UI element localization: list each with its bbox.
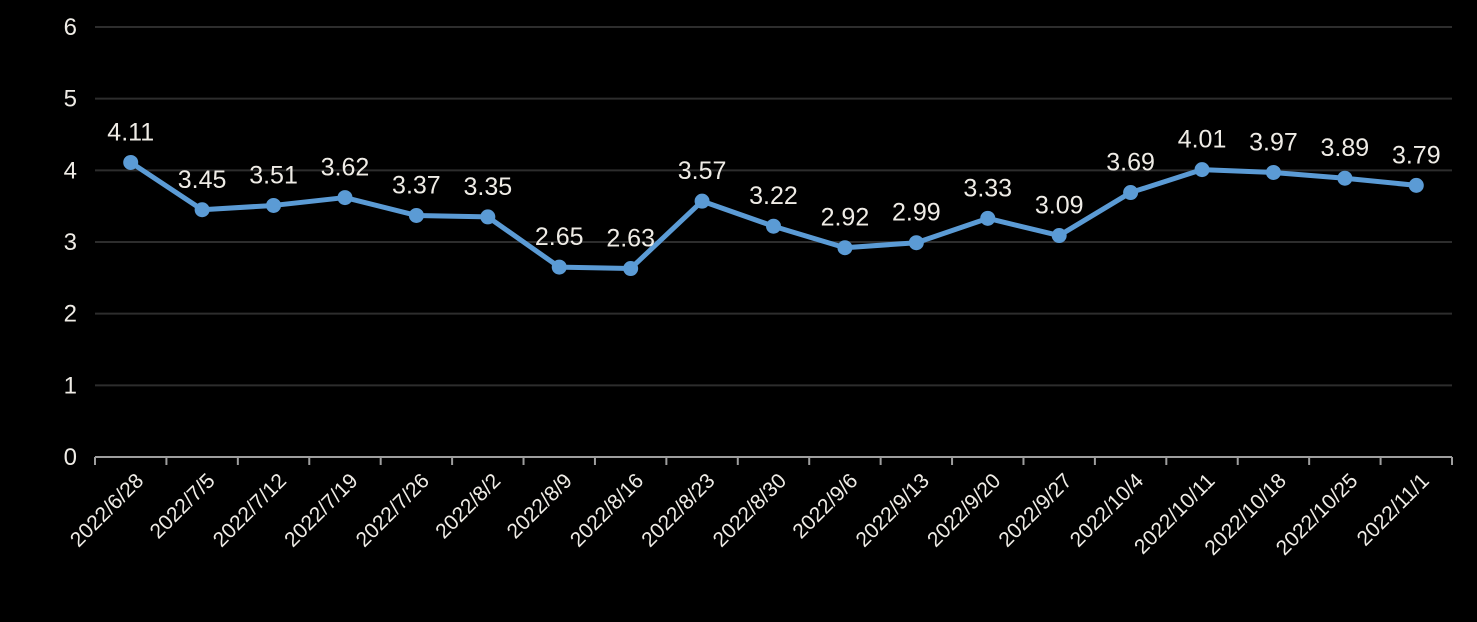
- data-label: 3.35: [463, 173, 512, 201]
- data-point: [337, 190, 353, 206]
- y-axis-label: 2: [64, 301, 77, 328]
- x-axis-label: 2022/8/30: [709, 469, 791, 551]
- data-point: [766, 218, 781, 234]
- data-point: [194, 202, 210, 218]
- data-label: 3.62: [321, 154, 370, 182]
- x-axis-label: 2022/8/16: [566, 469, 648, 551]
- data-point: [837, 240, 853, 256]
- data-label: 3.69: [1106, 149, 1155, 177]
- x-axis-label: 2022/8/9: [503, 469, 577, 543]
- data-point: [480, 209, 496, 225]
- data-point: [1123, 185, 1139, 201]
- x-axis-label: 2022/8/2: [431, 469, 505, 543]
- x-axis-label: 2022/11/1: [1353, 469, 1434, 550]
- data-point: [623, 261, 639, 277]
- data-label: 3.22: [749, 182, 798, 210]
- x-axis-label: 2022/9/20: [923, 469, 1005, 551]
- y-axis-label: 6: [64, 14, 77, 41]
- x-axis-label: 2022/9/6: [788, 469, 862, 543]
- data-point: [980, 210, 996, 226]
- y-axis-label: 4: [64, 157, 77, 184]
- data-label: 3.89: [1321, 134, 1370, 162]
- data-label: 3.51: [249, 161, 298, 189]
- data-label: 3.79: [1392, 141, 1441, 169]
- x-axis-label: 2022/7/19: [280, 469, 362, 551]
- data-label: 4.01: [1178, 126, 1227, 154]
- data-label: 3.09: [1035, 192, 1084, 220]
- data-point: [408, 207, 424, 223]
- data-label: 3.45: [178, 166, 227, 194]
- data-label: 3.33: [963, 174, 1012, 202]
- x-axis-label: 2022/6/28: [66, 469, 148, 551]
- data-label: 3.37: [392, 171, 441, 199]
- y-axis-label: 3: [64, 229, 77, 256]
- y-axis-label: 0: [64, 444, 77, 471]
- x-axis-label: 2022/7/26: [352, 469, 434, 551]
- x-axis-label: 2022/7/12: [209, 469, 291, 551]
- data-label: 2.65: [535, 223, 584, 251]
- data-point: [1051, 228, 1067, 244]
- data-point: [551, 259, 567, 275]
- data-label: 2.99: [892, 199, 941, 227]
- data-point: [694, 193, 710, 209]
- data-label: 3.57: [678, 157, 727, 185]
- data-label: 3.97: [1249, 128, 1298, 156]
- data-label: 4.11: [107, 118, 154, 146]
- x-axis-label: 2022/7/5: [146, 469, 220, 543]
- data-point: [266, 197, 282, 213]
- data-point: [1337, 170, 1353, 186]
- data-point: [123, 154, 139, 170]
- x-axis-label: 2022/9/13: [852, 469, 934, 551]
- data-label: 2.63: [606, 225, 655, 253]
- y-axis-label: 1: [64, 372, 77, 399]
- x-axis-label: 2022/9/27: [994, 469, 1076, 551]
- data-label: 2.92: [821, 204, 870, 232]
- data-point: [1408, 177, 1424, 193]
- data-point: [1265, 164, 1281, 180]
- y-axis-label: 5: [64, 86, 77, 113]
- data-point: [908, 235, 924, 251]
- data-point: [1194, 162, 1210, 178]
- x-axis-label: 2022/8/23: [637, 469, 719, 551]
